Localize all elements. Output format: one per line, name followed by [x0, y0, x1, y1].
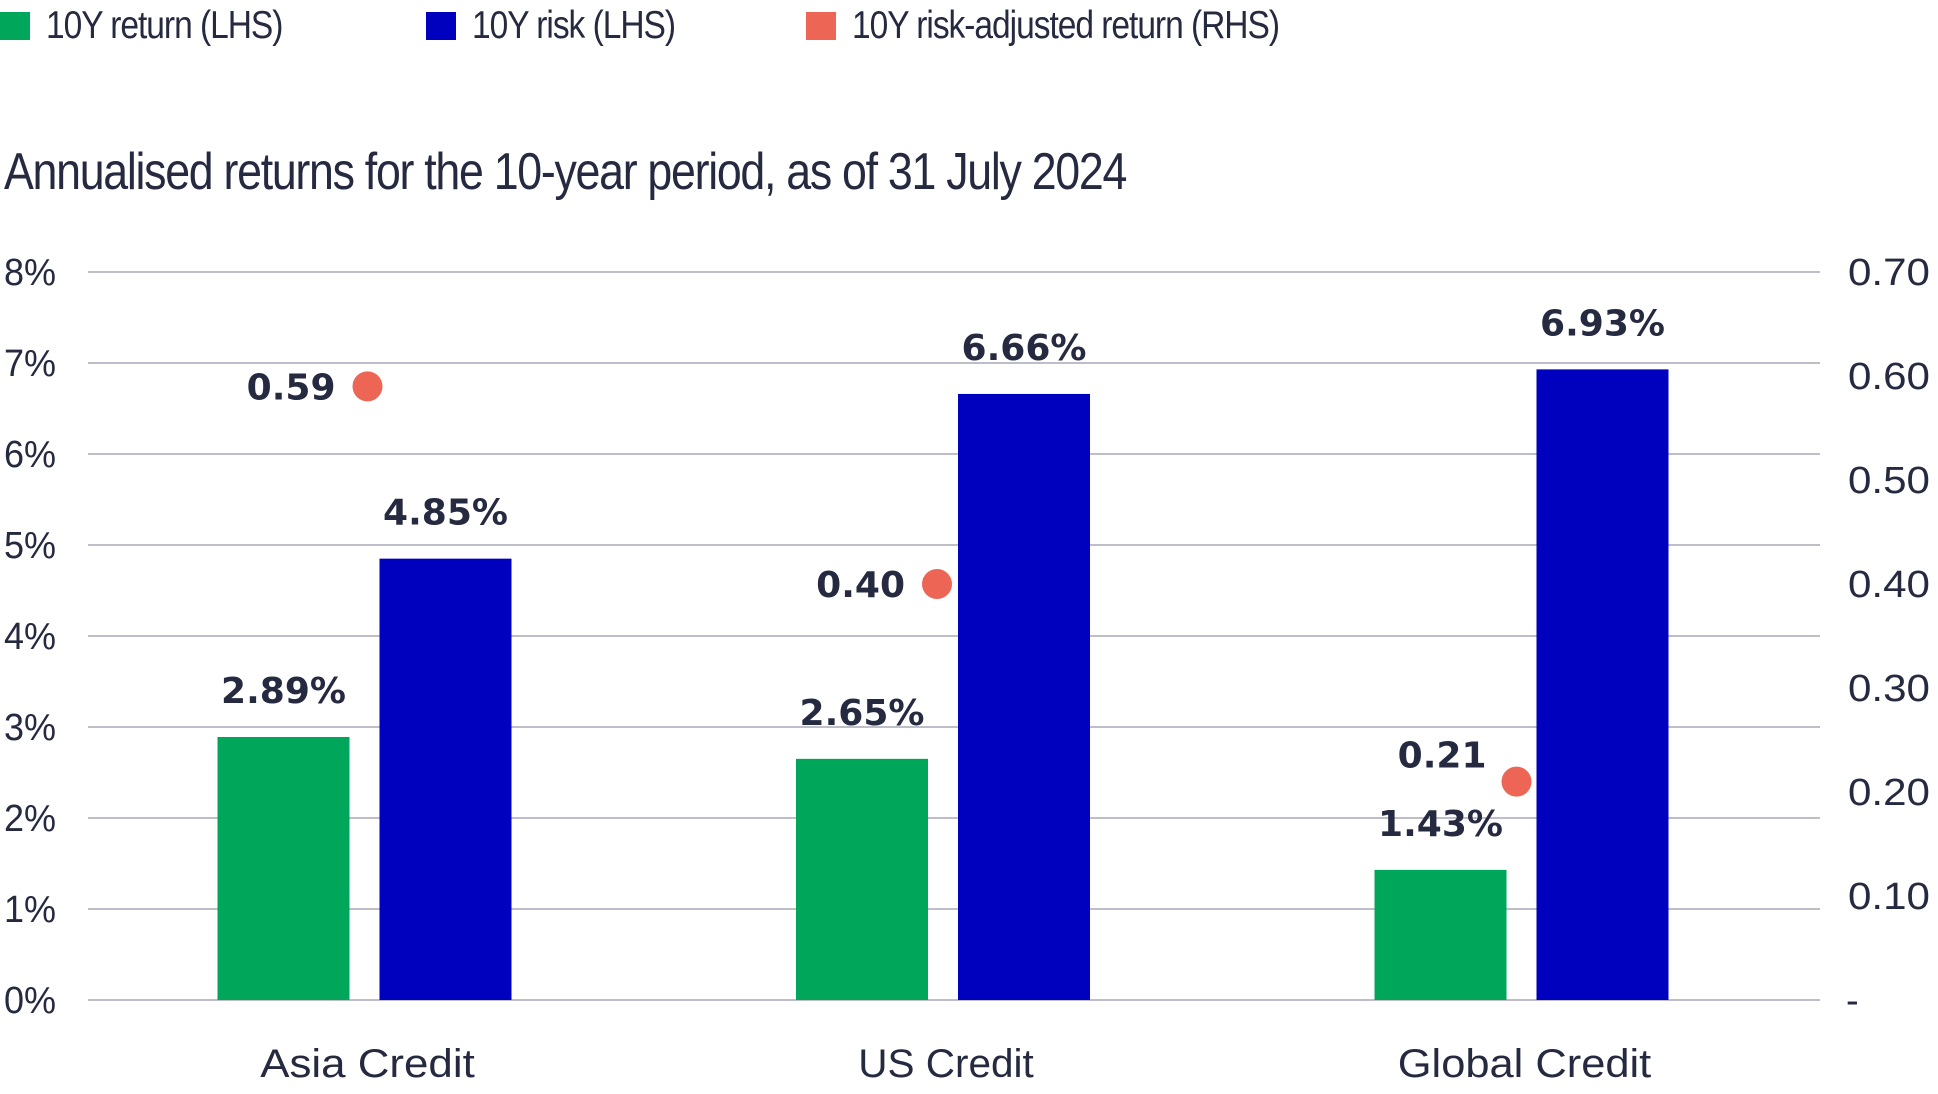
legend-item-risk-adjusted: 10Y risk-adjusted return (RHS): [806, 4, 1348, 48]
legend-swatch-return: [0, 12, 30, 40]
data-label-risk: 4.85%: [383, 493, 508, 534]
category-label: US Credit: [858, 1042, 1034, 1086]
data-label-risk-adjusted: 0.40: [816, 565, 905, 606]
bar-return: [1374, 869, 1507, 1000]
legend-label-risk: 10Y risk (LHS): [472, 4, 676, 47]
right-axis-ticks: - 0.10 0.20 0.30 0.40 0.50 0.60 0.70: [1846, 252, 1930, 1022]
left-axis-ticks: 0% 1% 2% 3% 4% 5% 6% 7% 8%: [4, 252, 56, 1022]
left-tick-label: 1%: [4, 889, 56, 931]
right-tick-label: 0.10: [1848, 876, 1930, 918]
left-tick-label: 6%: [4, 434, 56, 476]
right-tick-label: -: [1846, 980, 1859, 1022]
gridlines: [88, 271, 1820, 1001]
risk-adjusted-points: [352, 371, 1532, 797]
legend-swatch-risk-adjusted: [806, 12, 836, 40]
data-label-return: 2.65%: [800, 693, 925, 734]
bar-risk: [958, 393, 1090, 1000]
bars: [217, 369, 1669, 1000]
data-label-risk-adjusted: 0.59: [247, 367, 336, 408]
right-tick-label: 0.70: [1848, 252, 1930, 294]
right-tick-label: 0.30: [1848, 668, 1930, 710]
legend-label-return: 10Y return (LHS): [46, 4, 283, 47]
right-tick-label: 0.20: [1848, 772, 1930, 814]
left-tick-label: 2%: [4, 798, 56, 840]
left-tick-label: 8%: [4, 252, 56, 294]
data-label-risk-adjusted: 0.21: [1398, 736, 1487, 777]
right-tick-label: 0.60: [1848, 356, 1930, 398]
data-label-return: 1.43%: [1378, 804, 1503, 845]
bar-risk: [1536, 369, 1669, 1000]
bar-return: [796, 758, 928, 1000]
chart-title: Annualised returns for the 10-year perio…: [4, 143, 1127, 201]
risk-adjusted-point: [1501, 766, 1532, 797]
category-labels: Asia Credit US Credit Global Credit: [260, 1042, 1651, 1086]
legend-item-risk: 10Y risk (LHS): [426, 4, 708, 48]
right-tick-label: 0.50: [1848, 460, 1930, 502]
bar-risk: [379, 558, 512, 1000]
category-label: Global Credit: [1398, 1042, 1652, 1086]
data-label-risk: 6.66%: [962, 328, 1087, 369]
legend-swatch-risk: [426, 12, 456, 40]
risk-adjusted-point: [352, 371, 383, 402]
left-tick-label: 3%: [4, 707, 56, 749]
left-tick-label: 7%: [4, 343, 56, 385]
left-tick-label: 5%: [4, 525, 56, 567]
legend-label-risk-adjusted: 10Y risk-adjusted return (RHS): [852, 4, 1280, 47]
legend-item-return: 10Y return (LHS): [0, 4, 321, 48]
left-tick-label: 0%: [4, 980, 56, 1022]
right-tick-label: 0.40: [1848, 564, 1930, 606]
category-label: Asia Credit: [260, 1042, 475, 1086]
left-tick-label: 4%: [4, 616, 56, 658]
data-label-return: 2.89%: [221, 671, 346, 712]
data-labels: 2.89% 4.85% 0.59 2.65% 6.66% 0.40 1.43% 6.93% 0.…: [221, 303, 1665, 845]
risk-adjusted-point: [922, 569, 952, 599]
bar-return: [217, 737, 350, 1000]
data-label-risk: 6.93%: [1540, 303, 1665, 344]
